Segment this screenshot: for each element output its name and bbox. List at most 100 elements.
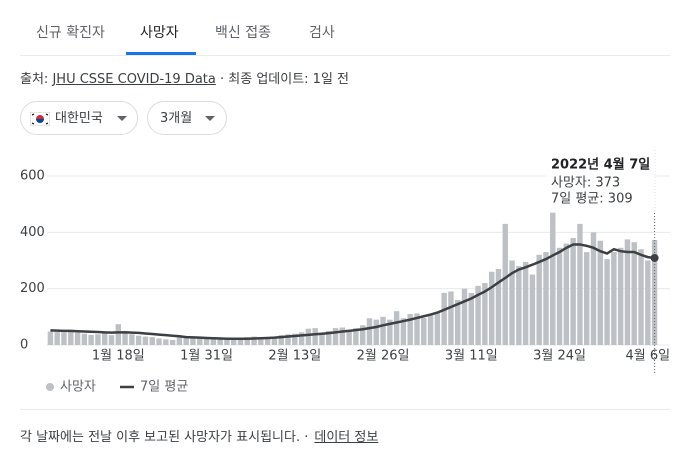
bar xyxy=(543,252,549,345)
bar xyxy=(488,271,495,345)
caret xyxy=(205,116,215,126)
footer: 각 날짜에는 전날 이후 보고된 사망자가 표시됩니다. · 데이터 정보 xyxy=(20,426,378,445)
range-label: 3개월 xyxy=(160,111,193,126)
bar xyxy=(468,292,475,345)
tab[interactable]: 백신 접종 xyxy=(215,25,271,41)
bar xyxy=(278,335,284,345)
bar xyxy=(68,330,74,345)
bar xyxy=(611,252,617,345)
bar xyxy=(251,336,257,345)
bar xyxy=(373,319,379,345)
bar xyxy=(305,328,312,345)
y-tick-label: 200 xyxy=(20,281,45,296)
bar xyxy=(176,337,183,345)
bar xyxy=(135,335,142,345)
tooltip-title: 2022년 4월 7일 xyxy=(551,157,650,173)
bar xyxy=(312,328,318,345)
bar xyxy=(427,314,434,345)
tab[interactable]: 신규 확진자 xyxy=(36,25,105,41)
source-link[interactable]: JHU CSSE COVID-19 Data xyxy=(52,72,216,87)
bar xyxy=(645,260,651,345)
bar xyxy=(597,240,604,345)
bar xyxy=(319,333,325,345)
bar xyxy=(271,337,278,345)
y-tick-label: 400 xyxy=(20,225,45,240)
bar xyxy=(88,334,94,345)
chart: 0 200 400 600 1월 18일 1월 31일 2월 13일 2월 26일 3월 11일… xyxy=(20,150,671,395)
y-tick-label: 0 xyxy=(20,338,28,353)
bar xyxy=(74,332,81,345)
bar xyxy=(285,334,291,345)
bar xyxy=(570,237,576,345)
bar xyxy=(617,247,624,345)
tooltip-line: 사망자: 373 xyxy=(551,176,620,191)
bar xyxy=(203,338,210,345)
bar xyxy=(237,337,244,345)
bar xyxy=(61,332,67,345)
bar xyxy=(584,252,590,345)
country-dropdown[interactable]: 대한민국 xyxy=(20,101,138,135)
range-dropdown[interactable]: 3개월 xyxy=(147,101,227,135)
legend-label: 사망자 xyxy=(60,380,96,395)
bar xyxy=(577,223,583,345)
hover-dot xyxy=(650,253,659,262)
bar xyxy=(81,333,88,345)
bar xyxy=(556,247,563,345)
bar xyxy=(400,318,407,345)
source-line: 출처: JHU CSSE COVID-19 Data · 최종 업데이트: 1일… xyxy=(20,68,349,87)
bar xyxy=(421,317,427,345)
bar xyxy=(122,330,128,345)
x-tick-label: 2월 26일 xyxy=(357,349,410,364)
bar xyxy=(380,316,386,345)
x-tick-label: 3월 11일 xyxy=(445,349,498,364)
bar xyxy=(339,327,346,345)
bar xyxy=(509,260,515,345)
bar xyxy=(95,334,101,345)
bar xyxy=(441,292,447,345)
bar xyxy=(47,331,54,345)
bar xyxy=(624,239,631,345)
bar xyxy=(563,243,570,345)
bar xyxy=(108,335,115,345)
bar xyxy=(163,339,169,345)
divider xyxy=(20,55,670,56)
average-line xyxy=(50,243,655,341)
bar xyxy=(230,338,237,345)
bar xyxy=(346,329,352,345)
bar xyxy=(461,288,468,345)
bar xyxy=(434,312,441,345)
footer-link[interactable]: 데이터 정보 xyxy=(314,430,379,445)
bar xyxy=(482,283,488,345)
country-label: 대한민국 xyxy=(55,111,103,126)
tab-underline xyxy=(126,52,196,55)
bar xyxy=(631,242,637,345)
footer-note: 각 날짜에는 전날 이후 보고된 사망자가 표시됩니다. · xyxy=(20,430,309,445)
bar xyxy=(502,223,508,345)
bar xyxy=(522,261,529,345)
bar xyxy=(224,339,230,345)
legend-label: 7일 평균 xyxy=(140,380,188,395)
bar xyxy=(536,254,542,345)
x-tick-label: 1월 31일 xyxy=(180,349,233,364)
bar xyxy=(210,339,217,345)
tab-active[interactable]: 사망자 xyxy=(140,25,179,41)
bar xyxy=(651,239,658,345)
tab[interactable]: 검사 xyxy=(309,25,335,41)
bar xyxy=(54,332,60,345)
bar xyxy=(190,337,196,345)
caret xyxy=(117,116,127,126)
bar xyxy=(387,319,393,345)
bar xyxy=(149,337,155,345)
bar xyxy=(590,232,597,345)
x-tick-label: 1월 18일 xyxy=(92,349,145,364)
x-tick-label: 4월 6일 xyxy=(626,349,671,364)
bar xyxy=(292,333,298,345)
bar xyxy=(495,268,502,345)
bar xyxy=(264,338,271,345)
bar xyxy=(169,339,176,345)
bar xyxy=(407,314,413,345)
bar xyxy=(516,266,522,345)
bar xyxy=(353,328,359,345)
bar xyxy=(129,334,135,345)
divider xyxy=(20,409,670,410)
